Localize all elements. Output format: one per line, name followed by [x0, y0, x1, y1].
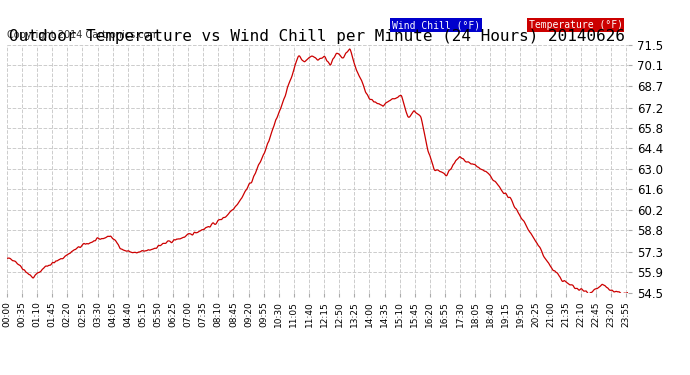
Text: Temperature (°F): Temperature (°F) — [529, 20, 622, 30]
Text: Copyright 2014 Cartronics.com: Copyright 2014 Cartronics.com — [7, 30, 159, 40]
Text: Wind Chill (°F): Wind Chill (°F) — [392, 20, 480, 30]
Title: Outdoor Temperature vs Wind Chill per Minute (24 Hours) 20140626: Outdoor Temperature vs Wind Chill per Mi… — [10, 29, 625, 44]
